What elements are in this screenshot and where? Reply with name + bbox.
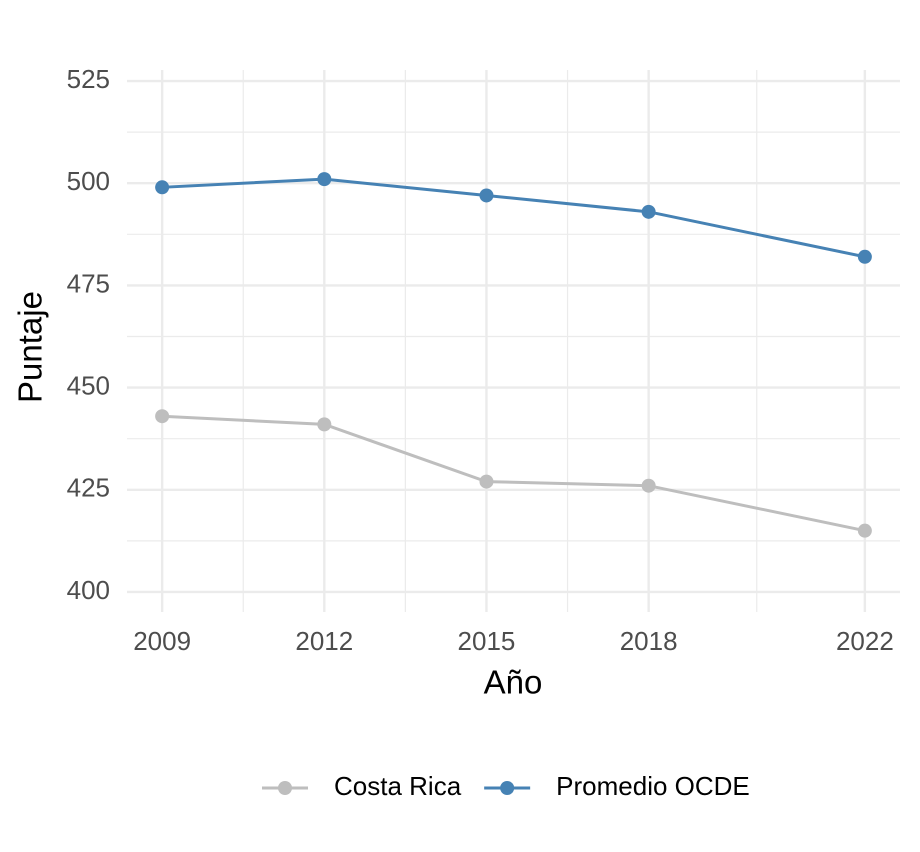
legend-key-point bbox=[278, 781, 292, 795]
data-point bbox=[641, 204, 656, 219]
data-point bbox=[155, 180, 170, 195]
data-point bbox=[317, 417, 332, 432]
y-tick-label: 450 bbox=[67, 370, 110, 400]
x-tick-label: 2015 bbox=[458, 626, 516, 656]
y-tick-label: 525 bbox=[67, 64, 110, 94]
x-tick-label: 2012 bbox=[295, 626, 353, 656]
data-point bbox=[479, 188, 494, 203]
data-point bbox=[641, 478, 656, 493]
data-point bbox=[317, 172, 332, 187]
y-tick-label: 475 bbox=[67, 268, 110, 298]
y-axis-title: Puntaje bbox=[12, 291, 49, 403]
y-tick-label: 500 bbox=[67, 166, 110, 196]
data-point bbox=[155, 409, 170, 424]
data-point bbox=[479, 474, 494, 489]
x-axis-title: Año bbox=[484, 664, 543, 701]
series-line bbox=[162, 414, 866, 533]
data-point bbox=[857, 249, 872, 264]
legend-item: Promedio OCDE bbox=[484, 771, 750, 801]
grid bbox=[127, 70, 900, 612]
y-tick-label: 425 bbox=[67, 473, 110, 503]
legend-label: Costa Rica bbox=[334, 771, 462, 801]
x-tick-label: 2009 bbox=[133, 626, 191, 656]
x-tick-label: 2018 bbox=[620, 626, 678, 656]
legend-item: Costa Rica bbox=[262, 771, 462, 801]
x-tick-label: 2022 bbox=[836, 626, 894, 656]
data-point bbox=[857, 523, 872, 538]
series-line bbox=[162, 177, 866, 259]
legend: Costa Rica Promedio OCDE bbox=[262, 771, 750, 801]
legend-key-point bbox=[500, 781, 515, 795]
y-tick-label: 400 bbox=[67, 575, 110, 605]
legend-label: Promedio OCDE bbox=[556, 771, 750, 801]
